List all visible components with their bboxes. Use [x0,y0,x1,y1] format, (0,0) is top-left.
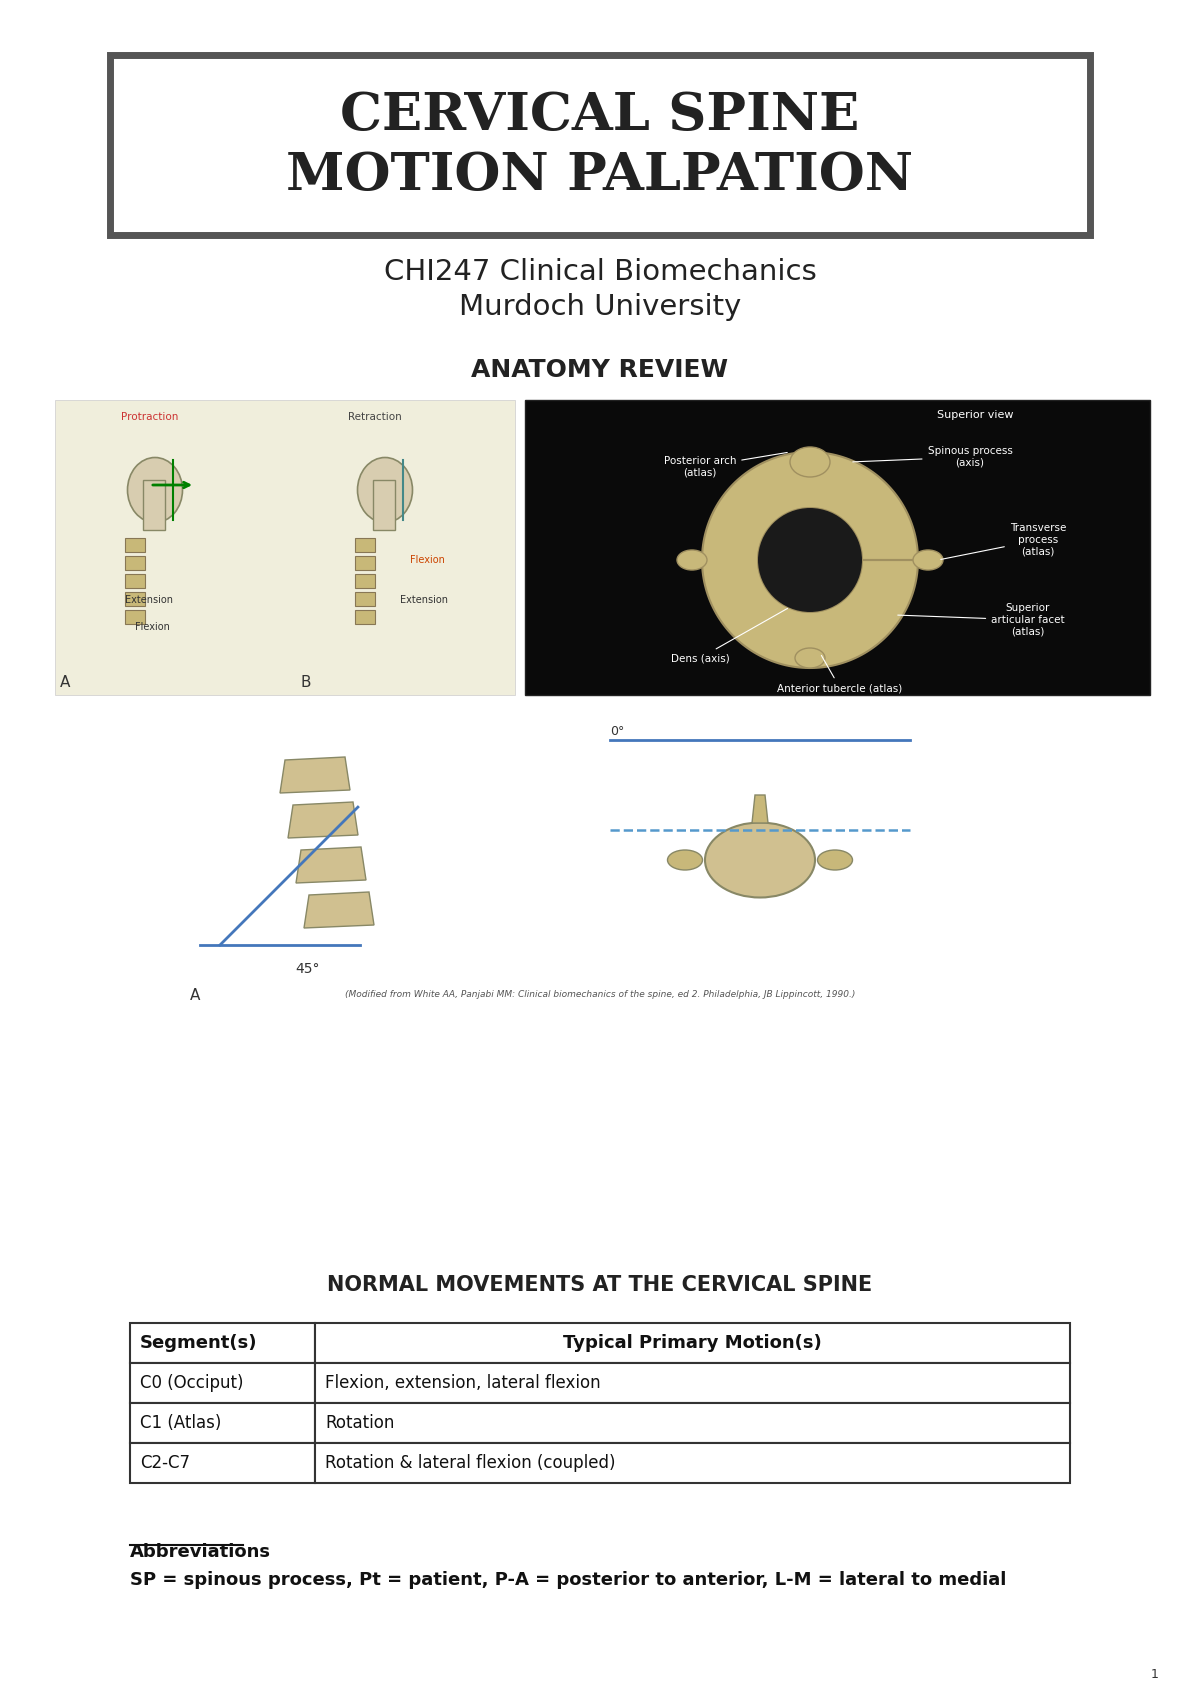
Ellipse shape [913,550,943,571]
Text: Flexion: Flexion [134,621,170,632]
Bar [130,1443,314,1482]
Bar [125,610,145,623]
Text: Extension: Extension [400,594,448,604]
Text: 0°: 0° [610,725,624,739]
Bar [130,1363,314,1403]
Text: Transverse
process
(atlas): Transverse process (atlas) [941,523,1066,559]
Text: Dens (axis): Dens (axis) [671,608,787,662]
Bar [314,1403,1070,1443]
Text: Superior
articular facet
(atlas): Superior articular facet (atlas) [898,603,1064,637]
Ellipse shape [667,851,702,869]
Bar [314,1363,1070,1403]
Bar [125,593,145,606]
Ellipse shape [706,822,815,898]
Polygon shape [296,847,366,883]
Bar [130,1403,314,1443]
Text: Segment(s): Segment(s) [140,1335,258,1352]
Bar [355,574,374,588]
Text: Flexion: Flexion [410,555,445,565]
Text: Spinous process
(axis): Spinous process (axis) [853,447,1013,469]
Bar [355,593,374,606]
Bar [526,401,1150,694]
Polygon shape [288,801,358,839]
Text: SP = spinous process, Pt = patient, P-A = posterior to anterior, L-M = lateral t: SP = spinous process, Pt = patient, P-A … [130,1571,1007,1589]
Text: Protraction: Protraction [121,413,179,423]
Polygon shape [280,757,350,793]
Bar [355,555,374,571]
Text: Superior view: Superior view [937,409,1013,419]
Text: 1: 1 [1151,1667,1159,1681]
Bar [125,574,145,588]
Text: Abbreviations: Abbreviations [130,1543,271,1560]
Bar [125,555,145,571]
Ellipse shape [127,457,182,523]
Ellipse shape [790,447,830,477]
Bar [130,1323,314,1363]
Text: A: A [60,676,71,689]
Text: B: B [300,676,311,689]
Text: C1 (Atlas): C1 (Atlas) [140,1414,221,1431]
Bar [355,610,374,623]
Text: Extension: Extension [125,594,173,604]
Text: Retraction: Retraction [348,413,402,423]
Text: Rotation & lateral flexion (coupled): Rotation & lateral flexion (coupled) [325,1453,616,1472]
Bar [110,54,1090,234]
Text: Posterior arch
(atlas): Posterior arch (atlas) [664,452,787,477]
Text: C0 (Occiput): C0 (Occiput) [140,1374,244,1392]
Ellipse shape [796,649,826,667]
Ellipse shape [817,851,852,869]
Bar [373,481,395,530]
Text: 45°: 45° [295,963,319,976]
Bar [143,481,166,530]
Circle shape [758,508,862,611]
Polygon shape [702,452,918,667]
Text: MOTION PALPATION: MOTION PALPATION [287,149,913,200]
Text: Typical Primary Motion(s): Typical Primary Motion(s) [563,1335,822,1352]
Bar [125,538,145,552]
Text: A: A [190,988,200,1004]
Polygon shape [304,891,374,929]
Bar [355,538,374,552]
Text: C2-C7: C2-C7 [140,1453,190,1472]
Text: Rotation: Rotation [325,1414,395,1431]
Text: Flexion, extension, lateral flexion: Flexion, extension, lateral flexion [325,1374,601,1392]
Polygon shape [752,795,768,824]
Text: CERVICAL SPINE: CERVICAL SPINE [341,90,859,141]
Text: (Modified from White AA, Panjabi MM: Clinical biomechanics of the spine, ed 2. P: (Modified from White AA, Panjabi MM: Cli… [344,990,856,998]
Bar [55,401,515,694]
Bar [314,1323,1070,1363]
Ellipse shape [358,457,413,523]
Text: Anterior tubercle (atlas): Anterior tubercle (atlas) [778,655,902,693]
Text: Murdoch University: Murdoch University [458,294,742,321]
Ellipse shape [677,550,707,571]
Text: ANATOMY REVIEW: ANATOMY REVIEW [472,358,728,382]
Bar [314,1443,1070,1482]
Text: CHI247 Clinical Biomechanics: CHI247 Clinical Biomechanics [384,258,816,285]
Text: NORMAL MOVEMENTS AT THE CERVICAL SPINE: NORMAL MOVEMENTS AT THE CERVICAL SPINE [328,1275,872,1296]
